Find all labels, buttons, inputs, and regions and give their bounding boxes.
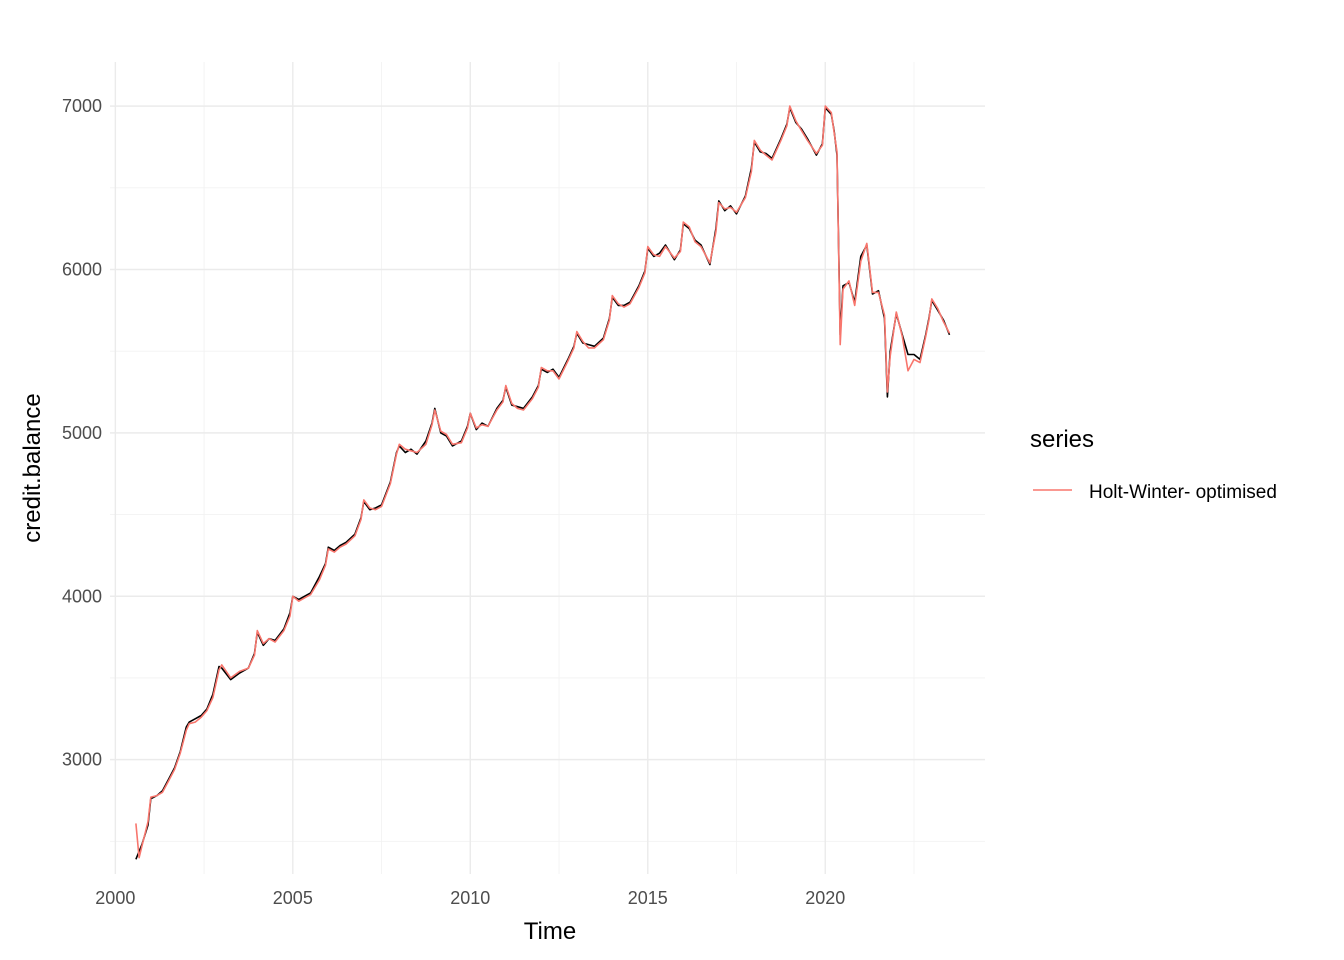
y-tick-label: 3000 (62, 750, 102, 770)
x-tick-label: 2020 (805, 888, 845, 908)
x-tick-labels: 2000 2005 2010 2015 2020 (95, 888, 845, 908)
x-tick-label: 2015 (628, 888, 668, 908)
y-tick-labels: 3000 4000 5000 6000 7000 (62, 96, 102, 770)
y-tick-label: 7000 (62, 96, 102, 116)
x-axis-title: Time (524, 918, 576, 945)
series-line-holt-winter (135, 105, 951, 859)
grid-major-y (110, 105, 985, 761)
y-axis-title: credit.balance (19, 393, 46, 542)
x-tick-label: 2005 (273, 888, 313, 908)
legend: series Holt-Winter- optimised (1030, 426, 1277, 503)
grid-minor-y (110, 187, 985, 842)
legend-title: series (1030, 426, 1094, 453)
legend-entry-label: Holt-Winter- optimised (1089, 482, 1277, 503)
y-tick-label: 6000 (62, 259, 102, 279)
y-tick-label: 5000 (62, 423, 102, 443)
series-line-observed (135, 106, 951, 860)
grid-minor-x (203, 62, 915, 874)
grid-major-x (114, 62, 826, 874)
series-lines (135, 105, 951, 860)
y-tick-label: 4000 (62, 586, 102, 606)
x-tick-label: 2000 (95, 888, 135, 908)
x-tick-label: 2010 (450, 888, 490, 908)
